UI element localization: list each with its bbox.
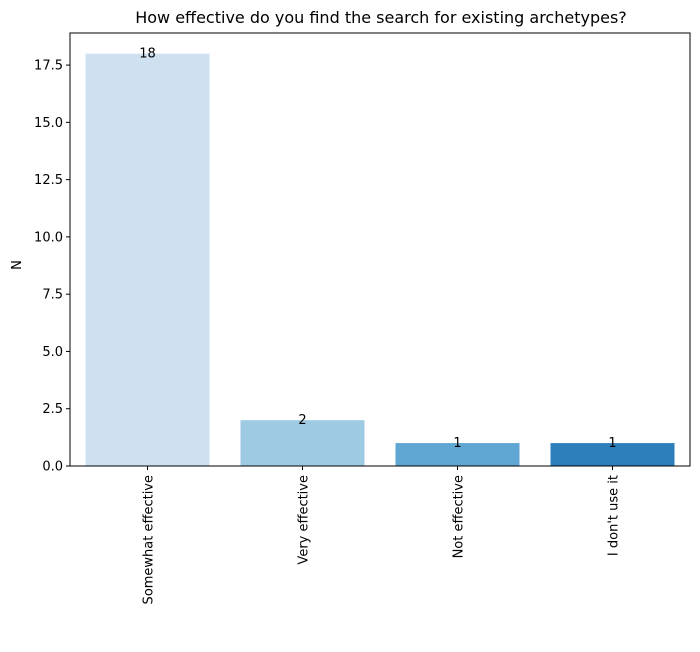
x-tick-label-4: I don't use it [607,475,622,556]
y-tick-label-2: 2.5 [42,402,63,417]
y-tick-label-4: 7.5 [42,288,63,303]
y-tick-label-6: 12.5 [34,173,63,188]
bar-4 [550,443,675,466]
bar-2 [240,420,365,466]
y-tick-label-3: 5.0 [42,345,63,360]
y-tick-label-1: 0.0 [42,460,63,475]
data-label-2: 2 [298,413,306,428]
x-tick-label-3: Not effective [452,475,467,558]
data-label-1: 18 [139,47,156,62]
data-label-3: 1 [453,436,461,451]
plot-frame [69,32,691,467]
bar-1 [85,53,210,466]
y-tick-label-5: 10.0 [34,230,63,245]
data-label-4: 1 [608,436,616,451]
chart-title: How effective do you find the search for… [135,8,627,27]
y-tick-label-7: 15.0 [34,116,63,131]
y-tick-label-8: 17.5 [34,59,63,74]
bars-group [85,53,675,466]
data-labels-group: 18 2 1 1 [139,47,616,451]
y-axis-label: N [10,260,25,270]
x-axis: Somewhat effective Very effective Not effe… [142,466,622,604]
bar-3 [395,443,520,466]
y-axis: 0.0 2.5 5.0 7.5 10.0 12.5 15.0 17.5 [34,59,70,475]
x-tick-label-2: Very effective [297,475,312,565]
x-tick-label-1: Somewhat effective [142,475,157,604]
